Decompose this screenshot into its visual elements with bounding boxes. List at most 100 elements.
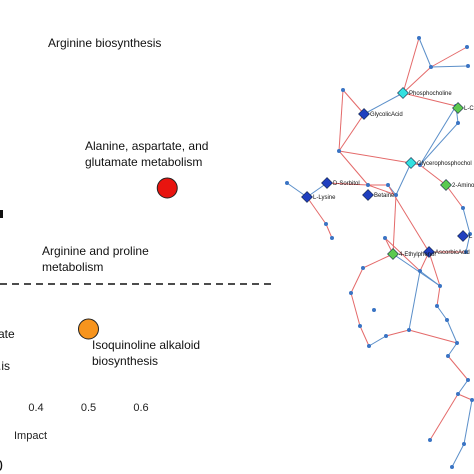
network-node-label: Betaine [374, 193, 395, 199]
network-diamond-node [440, 179, 452, 191]
network-diamond-node [423, 246, 435, 258]
pathway-label: Arginine and proline [42, 244, 149, 258]
network-node [361, 266, 365, 270]
network-diamond-node [362, 189, 374, 201]
network-node [417, 36, 421, 40]
network-edge [306, 196, 327, 225]
network-node [384, 334, 388, 338]
metabolite-network: Phosphocholine L-C GlycolicAcid Glycerophos… [285, 36, 474, 469]
network-node [465, 45, 469, 49]
network-node-label: L-Lysine [313, 195, 336, 201]
network-node [366, 183, 370, 187]
network-node-label: 4-Ethylphenol [399, 252, 436, 258]
network-edge [402, 37, 420, 94]
network-edge [368, 335, 387, 347]
network-edge [385, 329, 410, 337]
network-edge [457, 379, 469, 395]
pathway-label: metabolism [42, 260, 103, 274]
network-node [435, 304, 439, 308]
network-edge [338, 150, 412, 164]
network-edge [359, 325, 370, 347]
network-edge [428, 251, 441, 287]
network-node [428, 438, 432, 442]
network-edge [363, 92, 404, 115]
network-edge [395, 162, 412, 196]
partial-label-1: ate [0, 327, 15, 341]
network-edge [445, 184, 464, 209]
y-axis-edge-mark [0, 210, 3, 218]
network-edge [392, 194, 397, 255]
network-edge [350, 267, 364, 294]
network-edge [430, 65, 469, 68]
network-edge [326, 182, 369, 186]
network-edge [419, 122, 459, 166]
network-edge [457, 393, 473, 401]
network-node [407, 328, 411, 332]
network-edge [338, 89, 344, 152]
network-edge [402, 92, 457, 107]
pathway-label: Alanine, aspartate, and [85, 139, 208, 153]
network-node [337, 149, 341, 153]
network-node [462, 442, 466, 446]
network-node [386, 183, 390, 187]
pathway-point [78, 318, 99, 340]
x-tick-label: 0.6 [133, 402, 148, 414]
network-edge [436, 305, 448, 321]
network-node [341, 88, 345, 92]
network-node [446, 354, 450, 358]
network-node [466, 64, 470, 68]
pathway-scatter-plot: Arginine biosynthesis Alanine, aspartate,… [0, 36, 272, 474]
partial-label-2: .is [0, 359, 10, 373]
network-diamond-node [387, 248, 399, 260]
network-edge [451, 443, 465, 468]
network-node [394, 193, 398, 197]
network-node [455, 341, 459, 345]
network-edge [408, 270, 421, 331]
network-edge [338, 150, 369, 186]
pathway-point [156, 177, 178, 199]
network-edge [408, 329, 458, 344]
network-node [456, 392, 460, 396]
pathway-labels: Arginine biosynthesis Alanine, aspartate,… [42, 36, 208, 368]
network-node [470, 398, 474, 402]
network-node-label: Glycerophosphochol [417, 161, 472, 167]
network-edge [465, 233, 471, 253]
network-edge [430, 46, 468, 68]
network-edge [436, 285, 441, 307]
network-edge [350, 292, 361, 327]
pathway-label: Isoquinoline alkaloid [92, 338, 200, 352]
network-diamond-node [301, 191, 313, 203]
corner-glyph: 0 [0, 458, 3, 474]
network-node [461, 206, 465, 210]
x-tick-labels: 0.4 0.5 0.6 [28, 402, 148, 414]
network-edge [384, 237, 421, 272]
network-node-label: D-Sorbitol [333, 181, 360, 187]
network-nodes [285, 36, 474, 469]
network-edge [446, 319, 458, 344]
network-edge [342, 89, 365, 115]
network-node [450, 465, 454, 469]
x-tick-label: 0.4 [28, 402, 43, 414]
network-node [349, 291, 353, 295]
x-axis-label: Impact [14, 430, 47, 442]
x-tick-label: 0.5 [81, 402, 96, 414]
network-node [418, 163, 422, 167]
network-edge [419, 105, 457, 166]
network-edge [367, 184, 397, 196]
pathway-label: biosynthesis [92, 354, 158, 368]
network-edge [429, 393, 459, 441]
network-node [468, 232, 472, 236]
network-node [324, 222, 328, 226]
network-edge [338, 113, 365, 152]
network-diamond-node [405, 157, 417, 169]
network-node-label: 2-Amino [452, 183, 474, 189]
network-node [445, 318, 449, 322]
network-node [418, 269, 422, 273]
network-node [456, 121, 460, 125]
network-node [330, 236, 334, 240]
network-edge [402, 66, 432, 94]
network-node-label: Phosphocholine [409, 91, 452, 97]
pathway-label: glutamate metabolism [85, 155, 202, 169]
network-diamond-node [457, 230, 469, 242]
